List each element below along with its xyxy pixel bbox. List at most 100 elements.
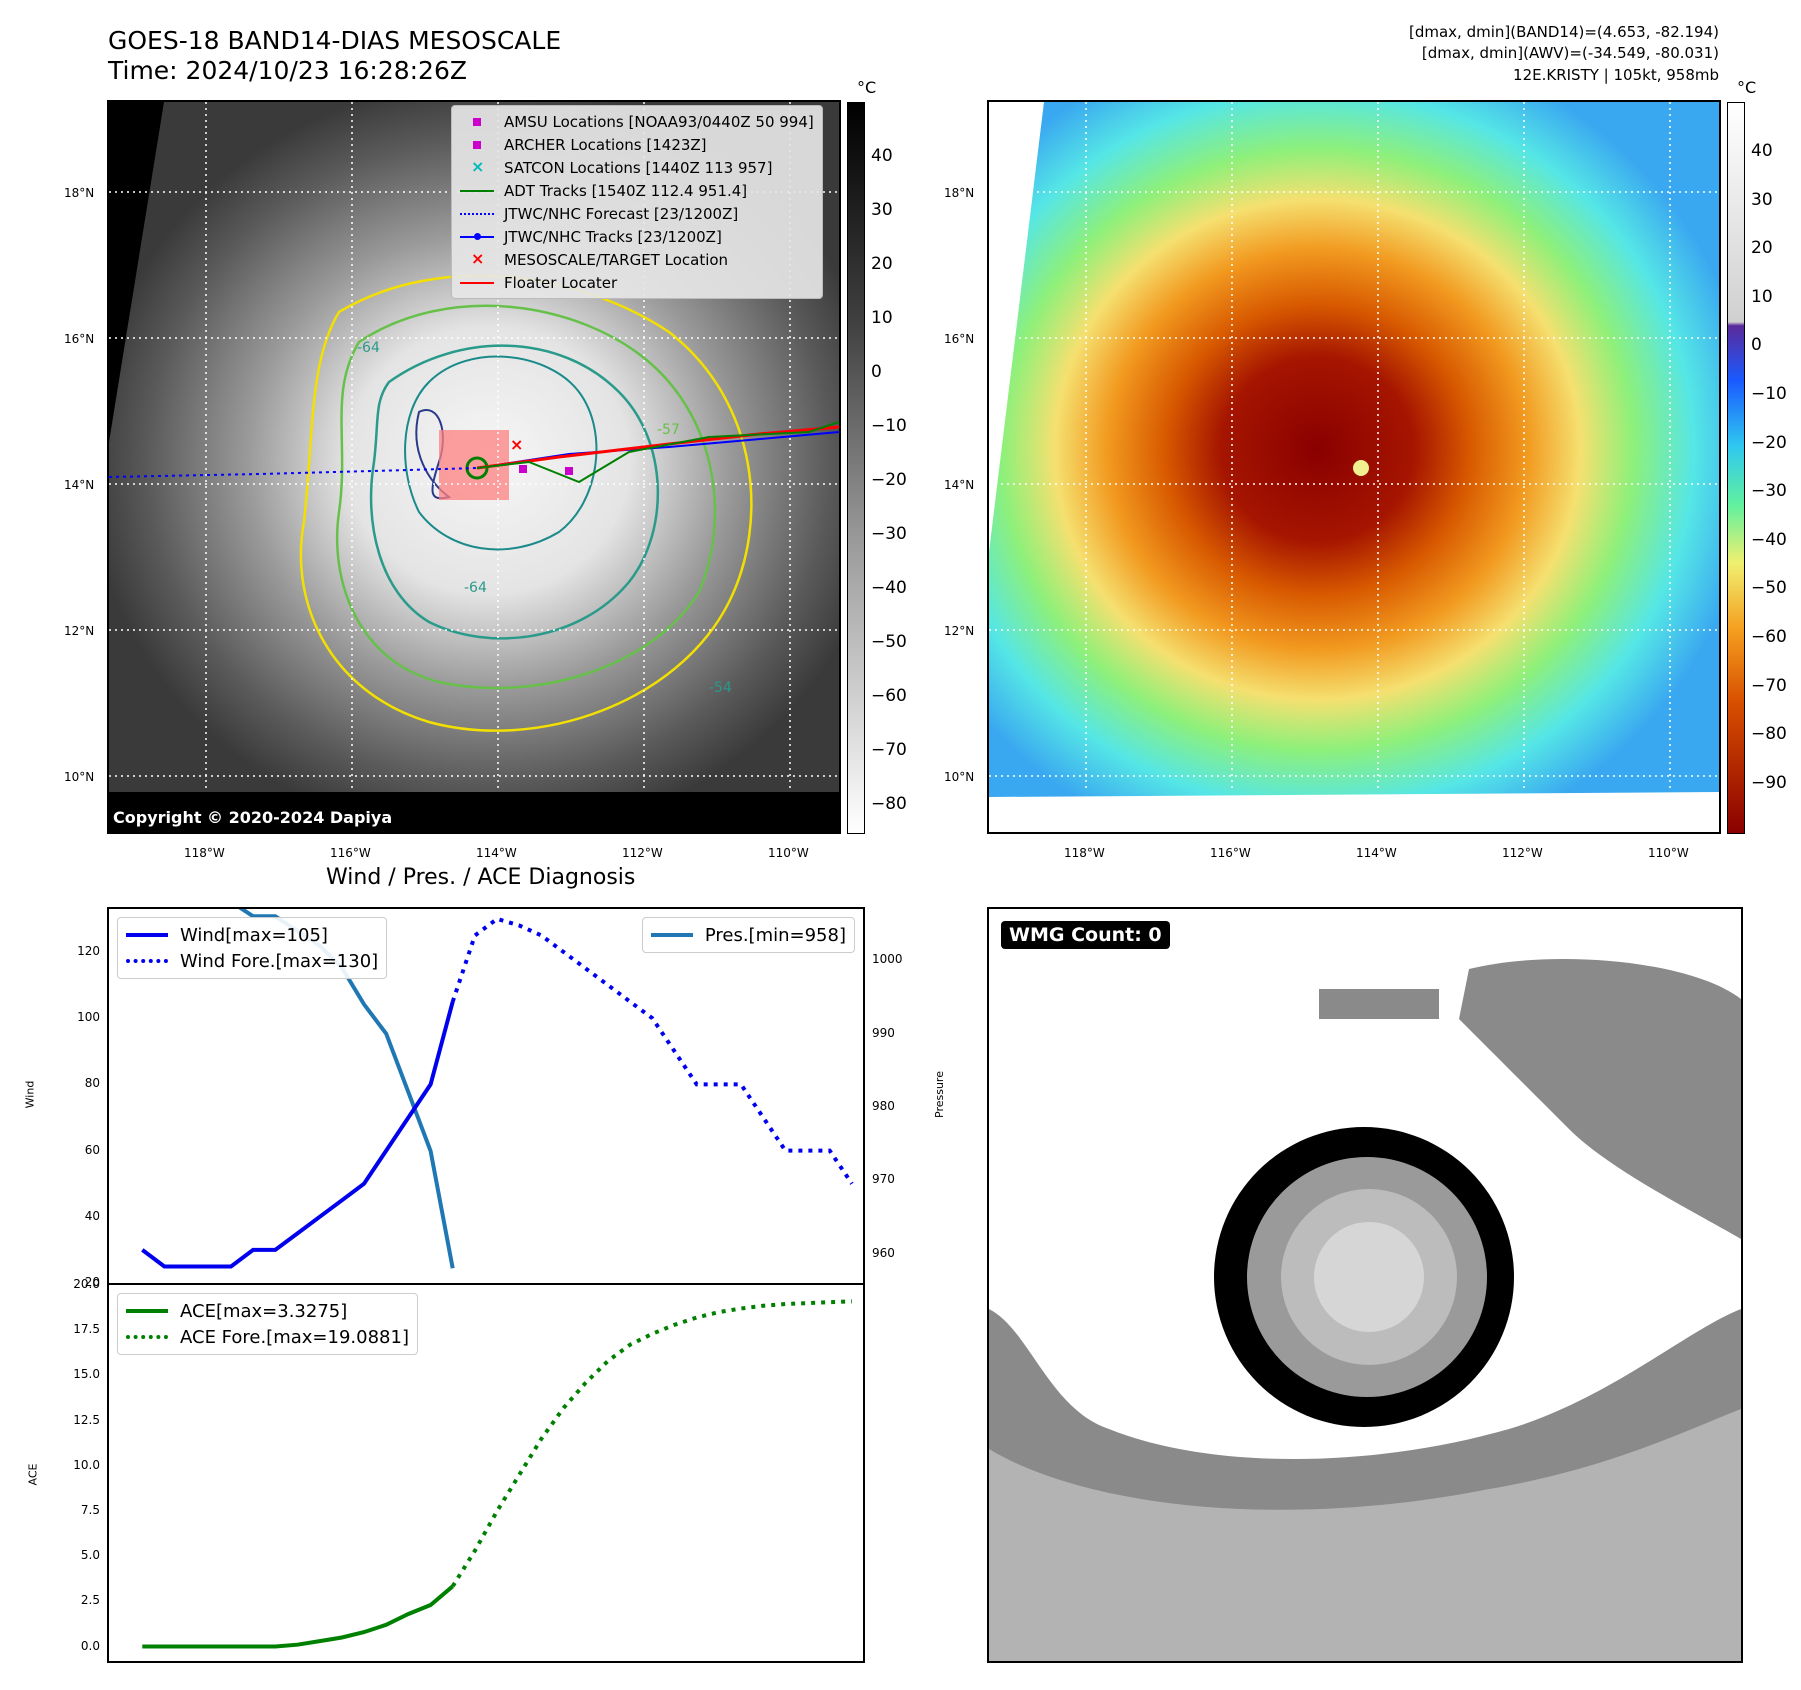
- wind-line: [141, 1001, 455, 1269]
- awv-eye: [1353, 460, 1369, 476]
- legend-label: ADT Tracks [1540Z 112.4 951.4]: [504, 181, 748, 200]
- wmg-band-white: [989, 1409, 1741, 1661]
- dotted-line-icon: [126, 1335, 168, 1339]
- legend-adt: ADT Tracks [1540Z 112.4 951.4]: [460, 179, 814, 202]
- amsu-marker: [519, 465, 527, 473]
- no-data-strip: [109, 792, 839, 832]
- pressure-tick: 1000: [872, 952, 903, 967]
- legend-label: AMSU Locations [NOAA93/0440Z 50 994]: [504, 112, 814, 131]
- colorbar-right-tick: −20: [1751, 432, 1787, 453]
- lon-label: 118°W: [1064, 846, 1105, 860]
- lon-label: 114°W: [1356, 846, 1397, 860]
- colorbar-right-tick: 10: [1751, 286, 1773, 307]
- wind-pressure-panel: Wind[max=105] Wind Fore.[max=130] Pres.[…: [107, 899, 865, 1285]
- legend-label: Wind[max=105]: [180, 924, 328, 946]
- lat-label: 10°N: [944, 770, 975, 784]
- wmg-count-badge: WMG Count: 0: [1001, 921, 1170, 949]
- legend-label: MESOSCALE/TARGET Location: [504, 250, 729, 269]
- ace-tick: 10.0: [73, 1457, 100, 1472]
- colorbar-left-tick: 10: [871, 308, 893, 328]
- legend-label: Floater Locater: [504, 273, 618, 292]
- pressure-tick: 980: [872, 1099, 895, 1113]
- colorbar-right-tick: 30: [1751, 189, 1773, 210]
- wmg-core: [1314, 1222, 1424, 1332]
- colorbar-left-tick: −10: [871, 416, 907, 436]
- stat-line-3: 12E.KRISTY | 105kt, 958mb: [1513, 66, 1719, 84]
- lat-label: 10°N: [64, 770, 95, 784]
- dotted-line-icon: [460, 207, 494, 221]
- wind-tick: 40: [84, 1208, 100, 1223]
- wind-tick: 20: [84, 1275, 100, 1289]
- legend-target: × MESOSCALE/TARGET Location: [460, 248, 814, 271]
- pressure-tick: 960: [872, 1245, 895, 1260]
- legend-satcon: × SATCON Locations [1440Z 113 957]: [460, 156, 814, 179]
- colorbar-left-tick: 20: [871, 254, 893, 274]
- colorbar-unit: °C: [857, 78, 877, 97]
- colorbar-right-tick: −90: [1751, 772, 1787, 793]
- lat-label: 16°N: [944, 332, 975, 346]
- lon-label: 116°W: [1210, 846, 1251, 860]
- legend-label: SATCON Locations [1440Z 113 957]: [504, 158, 773, 177]
- line-icon: [126, 1309, 168, 1313]
- wind-tick: 120: [77, 944, 100, 959]
- title-line-1: GOES-18 BAND14-DIAS MESOSCALE: [108, 26, 562, 55]
- adt-track: [476, 421, 839, 484]
- contour-teal: [369, 344, 660, 640]
- legend-archer: ARCHER Locations [1423Z]: [460, 133, 814, 156]
- legend-label: ARCHER Locations [1423Z]: [504, 135, 707, 154]
- legend-ace: ACE[max=3.3275]: [126, 1298, 409, 1324]
- lat-label: 12°N: [64, 624, 95, 638]
- contour-label-4: -57: [657, 422, 680, 438]
- square-marker-icon: [460, 138, 494, 152]
- legend-label: ACE[max=3.3275]: [180, 1300, 348, 1322]
- colorbar-left-tick: 40: [871, 146, 893, 166]
- pressure-tick: 990: [872, 1025, 895, 1040]
- lat-label: 16°N: [64, 332, 95, 346]
- wind-legend: Wind[max=105] Wind Fore.[max=130]: [117, 917, 388, 979]
- legend-ace-fore: ACE Fore.[max=19.0881]: [126, 1324, 409, 1350]
- stat-line-1: [dmax, dmin](BAND14)=(4.653, -82.194): [1408, 23, 1719, 41]
- lon-label: 116°W: [330, 846, 371, 860]
- colorbar-right-tick: 20: [1751, 238, 1773, 259]
- line-dot-icon: [460, 230, 494, 244]
- ace-axis-label: ACE: [26, 1463, 40, 1486]
- legend-label: ACE Fore.[max=19.0881]: [180, 1326, 409, 1348]
- colorbar-left-tick: −80: [871, 794, 907, 814]
- wmg-upper-gray: [1459, 959, 1741, 1239]
- colorbar-right-tick: −50: [1751, 578, 1787, 599]
- map-legend: AMSU Locations [NOAA93/0440Z 50 994] ARC…: [451, 105, 823, 299]
- colorbar-left-tick: −60: [871, 686, 907, 706]
- wmg-gray-block: [1319, 989, 1439, 1019]
- contour-label-2: -64: [464, 580, 487, 596]
- colorbar-right-tick: 0: [1751, 335, 1762, 356]
- wind-tick: 80: [84, 1076, 100, 1091]
- ace-tick: 2.5: [80, 1593, 100, 1608]
- lon-label: 112°W: [1502, 846, 1543, 860]
- lon-label: 118°W: [184, 846, 225, 860]
- forecast-track: [109, 467, 478, 478]
- lat-label: 14°N: [944, 478, 975, 492]
- title-line-2: Time: 2024/10/23 16:28:26Z: [108, 56, 467, 85]
- legend-wind: Wind[max=105]: [126, 922, 378, 948]
- contour-darkblue: [415, 409, 452, 500]
- colorbar-left-tick: −30: [871, 524, 907, 544]
- legend-forecast: JTWC/NHC Forecast [23/1200Z]: [460, 202, 814, 225]
- colorbar-right-tick: −10: [1751, 384, 1787, 404]
- lat-label: 18°N: [64, 186, 95, 200]
- awv-map-panel: [987, 100, 1721, 834]
- colorbar-left-tick: −70: [871, 740, 907, 760]
- x-marker-icon: ×: [471, 248, 485, 268]
- wmg-band-gray: [989, 1309, 1741, 1661]
- colorbar-left-tick: 0: [871, 362, 882, 382]
- lat-label: 12°N: [944, 624, 975, 638]
- line-icon: [460, 184, 494, 198]
- line-icon: [460, 276, 494, 290]
- colorbar-left-tick: −20: [871, 470, 907, 490]
- awv-gridlines: [989, 102, 1719, 792]
- legend-label: Wind Fore.[max=130]: [180, 950, 379, 972]
- wind-tick: 100: [77, 1010, 100, 1025]
- stat-line-2: [dmax, dmin](AWV)=(-34.549, -80.031): [1421, 44, 1719, 62]
- contour-label-1: -64: [357, 340, 380, 356]
- legend-amsu: AMSU Locations [NOAA93/0440Z 50 994]: [460, 110, 814, 133]
- contour-yellow: [299, 274, 753, 732]
